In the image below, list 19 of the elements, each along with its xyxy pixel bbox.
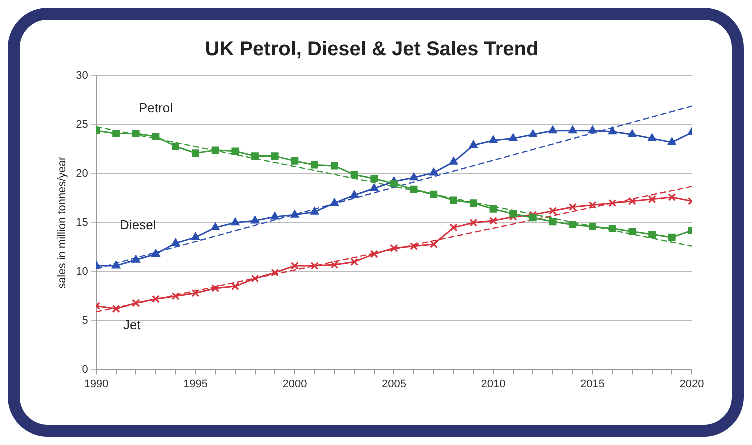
y-tick-label: 15 xyxy=(76,216,88,229)
y-tick-label: 10 xyxy=(76,266,88,278)
x-tick-label: 1995 xyxy=(183,378,208,390)
x-tick-label: 2010 xyxy=(481,378,506,390)
y-tick-label: 20 xyxy=(76,168,88,180)
y-tick-label: 5 xyxy=(82,314,88,327)
x-tick-label: 2015 xyxy=(580,378,605,390)
y-tick-label: 30 xyxy=(76,70,88,82)
chart-title: UK Petrol, Diesel & Jet Sales Trend xyxy=(205,38,539,61)
y-tick-label: 0 xyxy=(82,364,88,376)
series-label: Diesel xyxy=(120,218,156,233)
y-axis-title: sales in million tonnes/year xyxy=(56,156,69,289)
x-tick-label: 2005 xyxy=(382,378,406,390)
x-tick-label: 2000 xyxy=(282,378,308,390)
x-tick-label: 1990 xyxy=(84,378,109,390)
y-tick-label: 25 xyxy=(76,119,88,131)
series-label: Petrol xyxy=(139,100,174,116)
series-label: Jet xyxy=(123,318,142,333)
x-tick-label: 2020 xyxy=(680,378,704,390)
